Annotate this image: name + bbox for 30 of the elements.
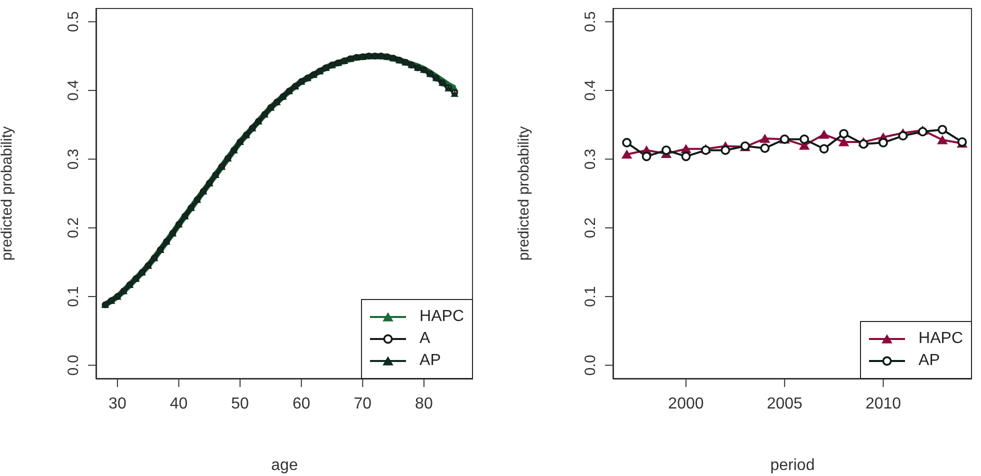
y-tick-label: 0.1 bbox=[65, 286, 82, 307]
x-axis-title: age bbox=[271, 457, 298, 474]
y-tick-label: 0.0 bbox=[582, 354, 599, 376]
x-tick-label: 2010 bbox=[865, 395, 902, 412]
y-tick-label: 0.4 bbox=[65, 80, 82, 101]
y-axis-title: predicted probability bbox=[515, 126, 532, 261]
y-tick-label: 0.3 bbox=[65, 148, 82, 170]
y-tick-label: 0.2 bbox=[582, 217, 599, 238]
x-tick-label: 80 bbox=[415, 395, 433, 412]
x-tick-label: 30 bbox=[108, 395, 126, 412]
y-tick-label: 0.3 bbox=[582, 148, 599, 170]
legend-label: AP bbox=[918, 352, 940, 370]
y-tick-label: 0.5 bbox=[582, 11, 599, 32]
legend-label: HAPC bbox=[918, 330, 963, 348]
y-tick-label: 0.5 bbox=[65, 11, 82, 32]
legend-label: HAPC bbox=[420, 308, 464, 326]
x-tick-label: 40 bbox=[170, 395, 188, 412]
y-tick-label: 0.1 bbox=[582, 286, 599, 307]
legend-label: AP bbox=[420, 352, 441, 370]
legend-label: A bbox=[420, 330, 430, 348]
x-tick-label: 2000 bbox=[668, 395, 704, 412]
x-tick-label: 2005 bbox=[766, 395, 803, 412]
x-tick-label: 70 bbox=[354, 395, 372, 412]
x-axis-title: period bbox=[770, 457, 815, 474]
y-tick-label: 0.0 bbox=[65, 354, 82, 376]
y-tick-label: 0.2 bbox=[65, 217, 82, 238]
x-tick-label: 60 bbox=[292, 395, 310, 412]
x-tick-label: 50 bbox=[231, 395, 250, 412]
y-tick-label: 0.4 bbox=[582, 80, 599, 101]
y-axis-title: predicted probability bbox=[0, 126, 16, 261]
